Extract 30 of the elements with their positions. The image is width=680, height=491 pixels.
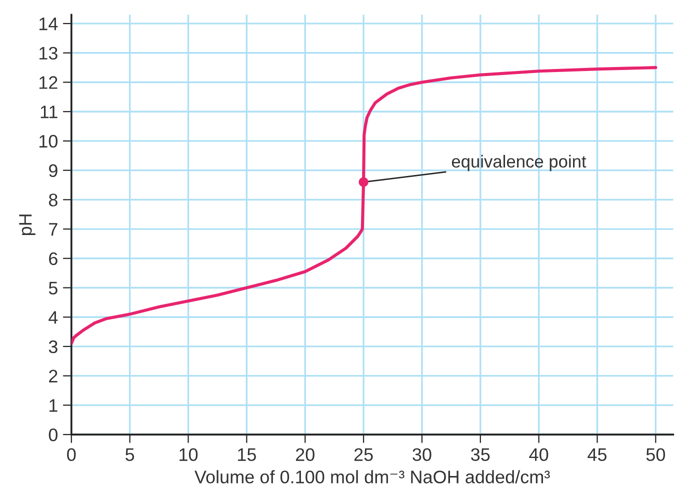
x-axis-title: Volume of 0.100 mol dm⁻³ NaOH added/cm³ — [194, 470, 550, 484]
y-tick-label: 14 — [40, 18, 58, 30]
x-tick-label: 30 — [412, 448, 432, 461]
x-tick-label: 40 — [529, 448, 548, 461]
y-tick-label: 6 — [49, 252, 58, 266]
x-tick-label: 35 — [471, 448, 490, 461]
x-tick-label: 20 — [296, 448, 314, 461]
line-series — [71, 66, 658, 346]
y-tick-label: 12 — [40, 76, 58, 89]
y-tick-label: 1 — [50, 399, 58, 412]
x-tick-label: 0 — [67, 448, 76, 461]
x-tick-label: 45 — [588, 448, 607, 461]
x-tick-label: 10 — [180, 448, 198, 461]
x-tick-label: 15 — [238, 448, 256, 461]
y-tick-label: 4 — [48, 311, 58, 324]
y-tick-label: 11 — [40, 106, 58, 118]
y-tick-label: 8 — [48, 194, 58, 206]
x-tick-label: 5 — [126, 448, 134, 461]
y-tick-label: 7 — [49, 223, 58, 236]
y-axis-title: pH — [19, 214, 36, 236]
y-tick-label: 9 — [49, 164, 58, 178]
y-tick-label: 13 — [40, 46, 58, 60]
annotation: equivalence point — [452, 154, 586, 172]
x-tick-label: 25 — [354, 448, 373, 461]
y-tick-label: 10 — [40, 134, 58, 148]
y-tick-label: 0 — [48, 428, 58, 442]
y-tick-label: 3 — [48, 340, 58, 354]
x-tick-label: 50 — [646, 448, 666, 461]
y-tick-label: 5 — [48, 282, 58, 294]
y-tick-label: 2 — [49, 370, 58, 382]
